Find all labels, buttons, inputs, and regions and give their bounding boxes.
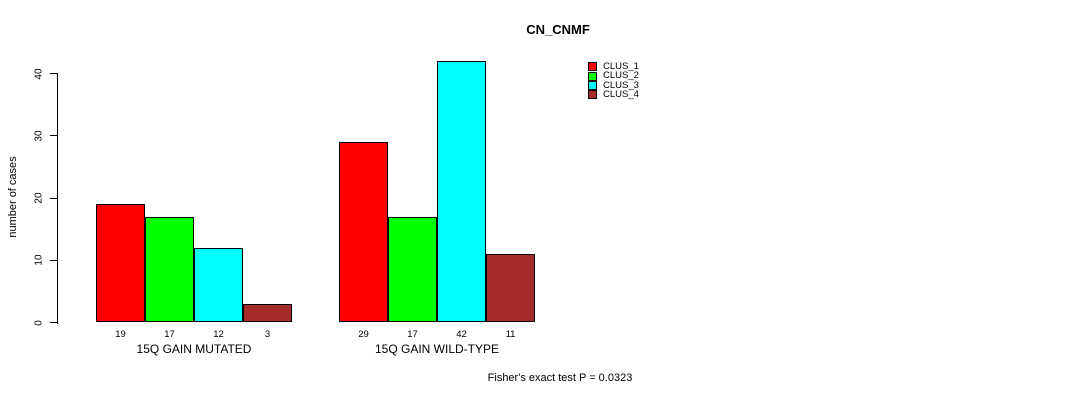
bar-value-label: 3 [264,329,271,340]
y-axis-tick-label: 20 [33,192,45,204]
legend-item-clus_2: CLUS_2 [588,70,639,82]
legend-swatch-clus_1 [588,62,597,72]
y-axis-tick [50,73,57,74]
legend-swatch-clus_4 [588,90,597,100]
bar-value-label: 11 [505,329,516,340]
legend-label: CLUS_3 [603,79,639,91]
y-axis-tick-label: 40 [33,67,45,80]
bar-clus_1-2 [339,141,388,323]
y-axis-tick [50,259,57,261]
bar-clus_1-1 [96,204,145,323]
group-label: 15Q GAIN MUTATED [136,342,252,356]
legend-label: CLUS_4 [603,89,639,101]
legend-item-clus_3: CLUS_3 [588,79,639,91]
legend: CLUS_1 CLUS_2 CLUS_3 CLUS_4 [588,62,639,100]
legend-label: CLUS_1 [603,61,639,72]
legend-swatch-clus_2 [588,71,597,81]
y-axis-line [57,73,58,324]
legend-item-clus_1: CLUS_1 [588,62,639,71]
y-axis-tick-label: 10 [33,254,45,266]
y-axis-tick-label: 30 [33,130,45,142]
bar-value-label: 12 [213,329,224,340]
bar-clus_3-2 [437,61,486,323]
bar-clus_4-1 [243,303,292,323]
group-label: 15Q GAIN WILD-TYPE [374,342,500,356]
y-axis-tick [50,322,57,323]
fisher-test-annotation: Fisher's exact test P = 0.0323 [487,372,633,384]
chart-title: CN_CNMF [526,22,590,37]
y-axis-tick [50,197,57,199]
legend-label: CLUS_2 [603,70,639,82]
bar-value-label: 19 [115,329,126,340]
y-axis-tick [50,135,57,137]
bar-clus_2-2 [388,216,437,323]
bar-value-label: 17 [164,329,175,340]
legend-swatch-clus_3 [588,80,597,90]
bar-clus_2-1 [145,216,194,323]
y-axis-tick-label: 0 [33,319,45,326]
bar-value-label: 17 [407,329,418,340]
bar-value-label: 42 [456,329,467,340]
bar-clus_4-2 [486,254,535,323]
bar-clus_3-1 [194,247,243,323]
y-axis-label: number of cases [7,156,19,238]
bar-value-label: 29 [358,329,369,340]
legend-item-clus_4: CLUS_4 [588,89,639,101]
